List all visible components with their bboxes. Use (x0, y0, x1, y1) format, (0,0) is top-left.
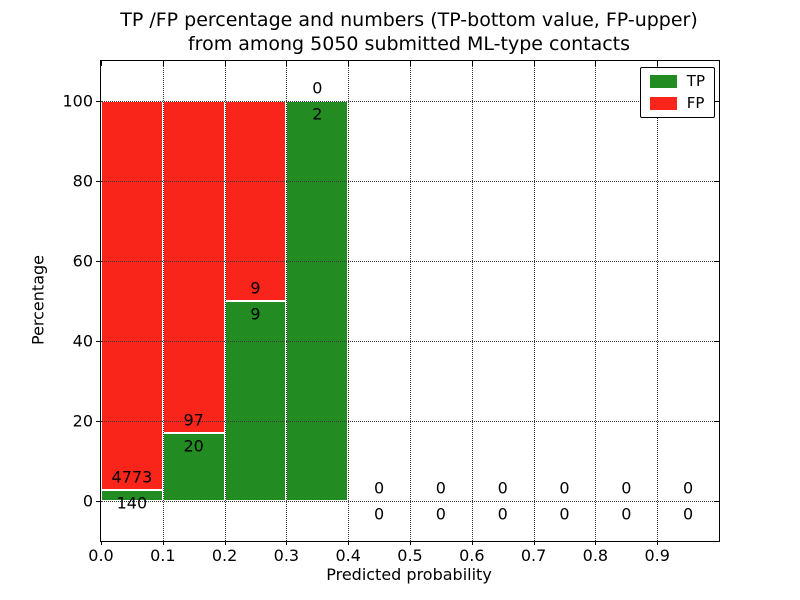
plot-area: TP FP 4773 140 97 20 9 9 0 2 0 0 0 0 0 0 0 0 0 0 0 0 0 20 40 60… (62, 60, 720, 565)
fp-count-label: 0 (621, 478, 632, 498)
tp-count-label: 0 (497, 504, 508, 524)
x-tick-top (286, 61, 288, 66)
y-tick-label: 20 (72, 411, 93, 431)
y-tick-right (714, 101, 719, 102)
x-tick-label: 0.0 (88, 546, 114, 565)
x-tick-bottom (286, 541, 288, 545)
x-tick-top (101, 61, 102, 66)
v-gridline (162, 61, 164, 541)
x-tick-label: 0.4 (335, 546, 361, 565)
y-tick-left (96, 261, 100, 262)
x-tick-label: 0.2 (211, 546, 238, 565)
x-tick-label: 0.1 (150, 546, 176, 565)
y-tick-left (96, 101, 100, 102)
x-tick-top (410, 61, 411, 66)
tp-count-label: 2 (312, 104, 323, 124)
legend: TP FP (639, 67, 715, 118)
v-gridline (348, 61, 350, 541)
tp-count-label: 0 (621, 504, 632, 524)
fp-count-label: 0 (497, 478, 508, 498)
fp-count-label: 4773 (111, 467, 153, 487)
x-tick-bottom (533, 541, 535, 545)
v-gridline (410, 61, 411, 541)
v-gridline (533, 61, 535, 541)
bar-segment-tp (101, 489, 163, 501)
y-tick-label: 0 (82, 491, 93, 511)
y-axis-label: Percentage (28, 254, 48, 346)
y-tick-label: 100 (62, 91, 93, 111)
tp-count-label: 0 (559, 504, 570, 524)
x-tick-label: 0.8 (582, 546, 609, 565)
bar-segment-tp (162, 432, 225, 501)
x-tick-label: 0.5 (397, 546, 423, 565)
x-tick-top (471, 61, 473, 66)
x-axis-label: Predicted probability (326, 565, 492, 584)
x-tick-bottom (224, 541, 226, 545)
v-gridline (224, 61, 226, 541)
bar-segment-tp (286, 101, 349, 501)
y-tick-left (96, 341, 100, 342)
v-gridline (657, 61, 659, 541)
fp-count-label: 0 (312, 78, 323, 98)
fp-count-label: 9 (250, 278, 261, 298)
y-tick-right (714, 261, 719, 262)
y-tick-label: 80 (72, 171, 93, 191)
y-tick-left (96, 501, 100, 502)
fp-count-label: 0 (435, 478, 446, 498)
tp-count-label: 140 (116, 493, 148, 513)
y-tick-left (96, 181, 100, 182)
x-tick-label: 0.3 (273, 546, 300, 565)
legend-label-tp: TP (686, 72, 705, 90)
x-tick-label: 0.7 (520, 546, 547, 565)
x-tick-top (224, 61, 226, 66)
x-tick-bottom (101, 541, 102, 545)
tp-count-label: 9 (250, 304, 261, 324)
y-tick-label: 40 (72, 331, 93, 351)
y-tick-right (714, 341, 719, 342)
legend-item-fp: FP (649, 94, 705, 112)
fp-count-label: 97 (183, 410, 204, 430)
y-tick-right (714, 181, 719, 182)
fp-count-label: 0 (559, 478, 570, 498)
chart-title-line2: from among 5050 submitted ML-type contac… (187, 33, 631, 55)
fp-count-label: 0 (683, 478, 694, 498)
x-tick-top (595, 61, 597, 66)
v-gridline (471, 61, 473, 541)
tp-count-label: 0 (435, 504, 446, 524)
bar-segment-fp (101, 101, 163, 490)
x-tick-bottom (471, 541, 473, 545)
y-tick-right (714, 501, 719, 502)
legend-swatch-tp (649, 75, 677, 88)
tp-count-label: 0 (374, 504, 385, 524)
x-tick-bottom (410, 541, 411, 545)
v-gridline (286, 61, 288, 541)
x-tick-bottom (595, 541, 597, 545)
chart-title-line1: TP /FP percentage and numbers (TP-bottom… (120, 9, 698, 31)
y-tick-left (96, 421, 100, 422)
legend-item-tp: TP (649, 72, 705, 90)
x-tick-label: 0.6 (459, 546, 485, 565)
legend-label-fp: FP (686, 94, 705, 112)
chart-title: TP /FP percentage and numbers (TP-bottom… (100, 8, 718, 56)
x-tick-top (348, 61, 350, 66)
y-tick-right (714, 421, 719, 422)
bar-segment-fp (162, 101, 225, 433)
x-tick-top (162, 61, 164, 66)
v-gridline (595, 61, 597, 541)
y-tick-label: 60 (72, 251, 93, 271)
tp-count-label: 0 (683, 504, 694, 524)
x-tick-top (533, 61, 535, 66)
bar-segment-tp (224, 301, 287, 501)
x-tick-label: 0.9 (644, 546, 670, 565)
tp-count-label: 20 (183, 436, 204, 456)
bar-segment-fp (224, 101, 287, 301)
legend-swatch-fp (649, 97, 677, 110)
x-tick-bottom (657, 541, 659, 545)
x-tick-top (657, 61, 659, 66)
x-tick-bottom (162, 541, 164, 545)
fp-count-label: 0 (374, 478, 385, 498)
x-tick-bottom (348, 541, 350, 545)
